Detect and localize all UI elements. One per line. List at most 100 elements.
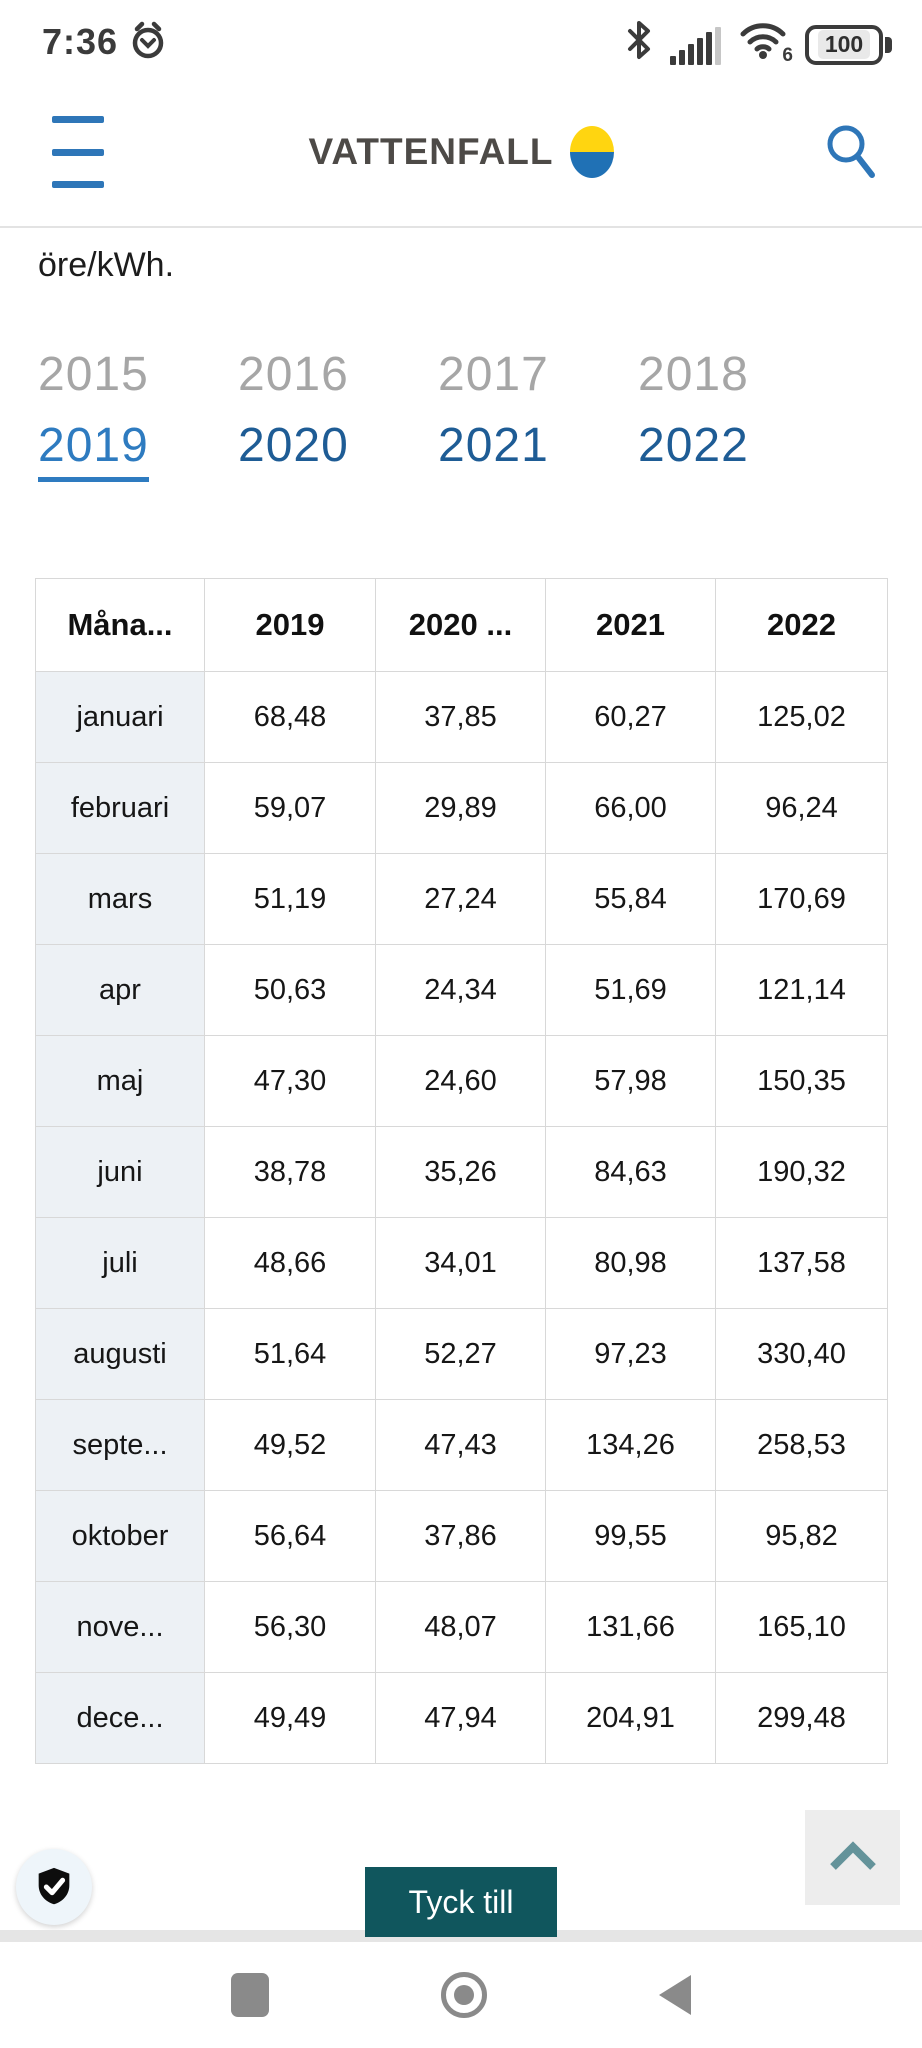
col-header-2020: 2020 ... [375, 578, 546, 672]
hamburger-menu-icon[interactable] [52, 116, 104, 188]
value-cell: 190,32 [715, 1126, 888, 1218]
year-link-2022[interactable]: 2022 [638, 419, 749, 472]
year-link-2017[interactable]: 2017 [438, 348, 549, 401]
month-cell: februari [35, 762, 205, 854]
value-cell: 47,30 [204, 1035, 376, 1127]
value-cell: 50,63 [204, 944, 376, 1036]
value-cell: 49,52 [204, 1399, 376, 1491]
feedback-button[interactable]: Tyck till [365, 1867, 557, 1937]
value-cell: 131,66 [545, 1581, 716, 1673]
privacy-shield-check-icon[interactable] [16, 1849, 92, 1925]
value-cell: 60,27 [545, 671, 716, 763]
vattenfall-circle-icon [569, 126, 614, 178]
value-cell: 48,07 [375, 1581, 546, 1673]
month-cell: oktober [35, 1490, 205, 1582]
month-cell: januari [35, 671, 205, 763]
value-cell: 48,66 [204, 1217, 376, 1309]
battery-percent: 100 [817, 30, 871, 59]
month-cell: juni [35, 1126, 205, 1218]
value-cell: 258,53 [715, 1399, 888, 1491]
year-nav-inactive-row: 2015 2016 2017 2018 [38, 347, 922, 402]
back-triangle-icon[interactable] [659, 1975, 691, 2015]
table-row: apr 50,63 24,34 51,69 121,14 [35, 944, 888, 1036]
value-cell: 38,78 [204, 1126, 376, 1218]
value-cell: 68,48 [204, 671, 376, 763]
page-content: öre/kWh. 2015 2016 2017 2018 2019 2020 2… [0, 230, 922, 1764]
value-cell: 165,10 [715, 1581, 888, 1673]
month-cell: juli [35, 1217, 205, 1309]
value-cell: 37,85 [375, 671, 546, 763]
value-cell: 49,49 [204, 1672, 376, 1764]
year-link-2019-current[interactable]: 2019 [38, 418, 238, 482]
value-cell: 24,60 [375, 1035, 546, 1127]
month-cell: mars [35, 853, 205, 945]
value-cell: 52,27 [375, 1308, 546, 1400]
value-cell: 24,34 [375, 944, 546, 1036]
home-circle-icon[interactable] [441, 1972, 487, 2018]
value-cell: 96,24 [715, 762, 888, 854]
table-header-row: Måna... 2019 2020 ... 2021 2022 [35, 578, 888, 672]
status-bar: 7:36 6 [0, 0, 922, 78]
value-cell: 170,69 [715, 853, 888, 945]
year-link-2016[interactable]: 2016 [238, 348, 349, 401]
col-header-2021: 2021 [545, 578, 716, 672]
month-cell: nove... [35, 1581, 205, 1673]
value-cell: 84,63 [545, 1126, 716, 1218]
value-cell: 35,26 [375, 1126, 546, 1218]
table-row: augusti 51,64 52,27 97,23 330,40 [35, 1308, 888, 1400]
value-cell: 150,35 [715, 1035, 888, 1127]
year-link-2020[interactable]: 2020 [238, 419, 349, 472]
value-cell: 125,02 [715, 671, 888, 763]
cellular-signal-icon [670, 26, 721, 67]
value-cell: 51,19 [204, 853, 376, 945]
value-cell: 34,01 [375, 1217, 546, 1309]
table-row: juli 48,66 34,01 80,98 137,58 [35, 1217, 888, 1309]
year-nav-active-row: 2019 2020 2021 2022 [38, 418, 922, 482]
table-row: dece... 49,49 47,94 204,91 299,48 [35, 1672, 888, 1764]
col-header-2022: 2022 [715, 578, 888, 672]
value-cell: 51,64 [204, 1308, 376, 1400]
brand-wordmark: VATTENFALL [308, 131, 554, 172]
table-row: septe... 49,52 47,43 134,26 258,53 [35, 1399, 888, 1491]
table-row: maj 47,30 24,60 57,98 150,35 [35, 1035, 888, 1127]
value-cell: 56,64 [204, 1490, 376, 1582]
value-cell: 57,98 [545, 1035, 716, 1127]
year-link-2018[interactable]: 2018 [638, 348, 749, 401]
alarm-clock-icon [128, 19, 168, 66]
table-row: januari 68,48 37,85 60,27 125,02 [35, 671, 888, 763]
search-icon[interactable] [822, 120, 878, 182]
recents-square-icon[interactable] [231, 1973, 269, 2017]
value-cell: 99,55 [545, 1490, 716, 1582]
value-cell: 204,91 [545, 1672, 716, 1764]
month-cell: septe... [35, 1399, 205, 1491]
month-cell: apr [35, 944, 205, 1036]
wifi-icon: 6 [737, 18, 793, 67]
vattenfall-logo: VATTENFALL [0, 78, 922, 226]
unit-text: öre/kWh. [38, 246, 175, 284]
value-cell: 299,48 [715, 1672, 888, 1764]
table-row: mars 51,19 27,24 55,84 170,69 [35, 853, 888, 945]
site-header: VATTENFALL [0, 78, 922, 228]
value-cell: 121,14 [715, 944, 888, 1036]
monthly-price-table: Måna... 2019 2020 ... 2021 2022 januari 6… [35, 578, 888, 1764]
value-cell: 330,40 [715, 1308, 888, 1400]
table-row: oktober 56,64 37,86 99,55 95,82 [35, 1490, 888, 1582]
year-link-2021[interactable]: 2021 [438, 419, 549, 472]
table-row: juni 38,78 35,26 84,63 190,32 [35, 1126, 888, 1218]
value-cell: 59,07 [204, 762, 376, 854]
value-cell: 95,82 [715, 1490, 888, 1582]
value-cell: 29,89 [375, 762, 546, 854]
clock-time: 7:36 [42, 21, 119, 62]
month-cell: maj [35, 1035, 205, 1127]
value-cell: 55,84 [545, 853, 716, 945]
value-cell: 137,58 [715, 1217, 888, 1309]
table-row: februari 59,07 29,89 66,00 96,24 [35, 762, 888, 854]
value-cell: 66,00 [545, 762, 716, 854]
value-cell: 97,23 [545, 1308, 716, 1400]
value-cell: 27,24 [375, 853, 546, 945]
month-cell: dece... [35, 1672, 205, 1764]
scroll-to-top-button[interactable] [805, 1810, 900, 1905]
value-cell: 37,86 [375, 1490, 546, 1582]
value-cell: 47,43 [375, 1399, 546, 1491]
year-link-2015[interactable]: 2015 [38, 348, 149, 401]
